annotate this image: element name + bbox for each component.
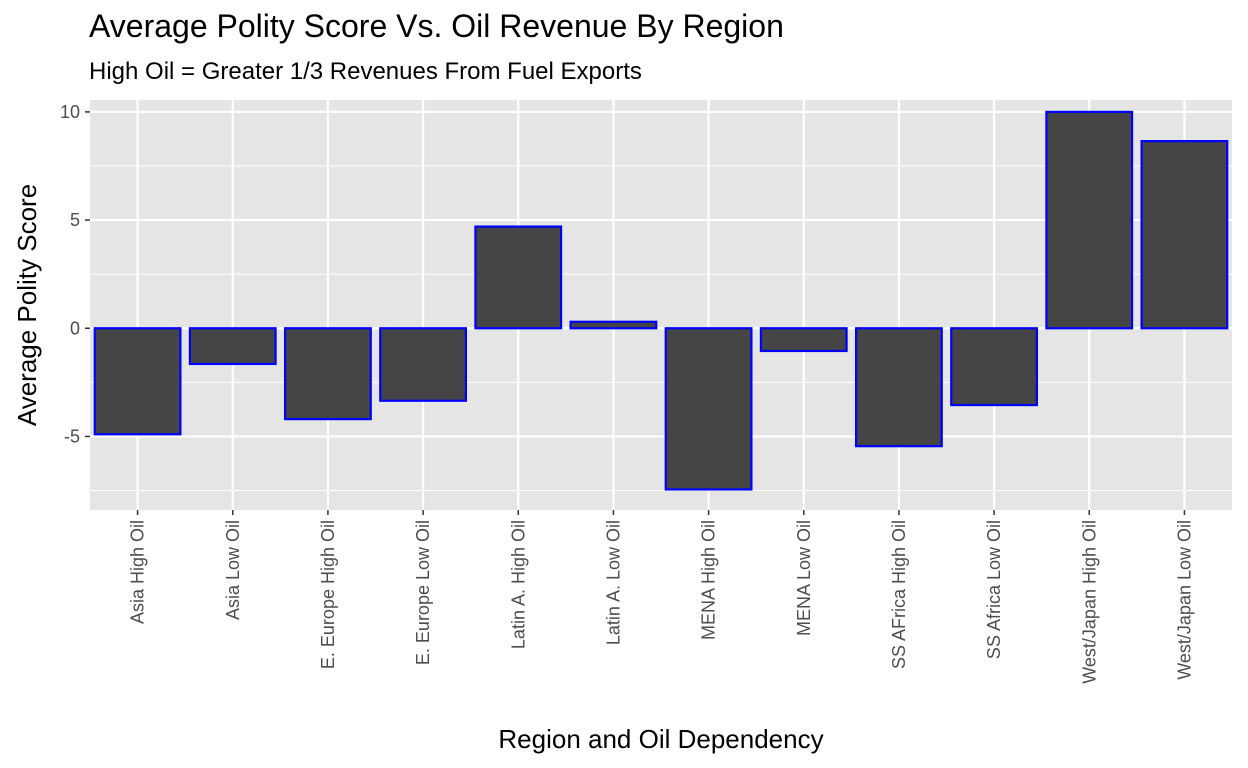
y-axis-title: Average Polity Score <box>12 184 42 426</box>
bar-layer <box>93 110 1229 491</box>
x-tick-label: SS Africa Low Oil <box>984 520 1004 659</box>
bar <box>1045 110 1134 330</box>
x-tick-label: Asia Low Oil <box>223 520 243 620</box>
x-tick-label: E. Europe High Oil <box>318 520 338 669</box>
grid-layer <box>90 100 1232 510</box>
y-tick-label: -5 <box>64 426 80 446</box>
bar <box>188 327 277 366</box>
x-tick-label: SS AFrica High Oil <box>889 520 909 669</box>
x-tick-label: Latin A. Low Oil <box>603 520 623 645</box>
x-tick-label: MENA Low Oil <box>794 520 814 636</box>
plot-panel <box>90 100 1232 510</box>
bar <box>93 327 182 436</box>
bar <box>474 225 563 330</box>
bar <box>1140 140 1229 330</box>
bar <box>283 327 372 421</box>
bar <box>759 327 848 353</box>
bar <box>664 327 753 491</box>
x-tick-label: Asia High Oil <box>128 520 148 624</box>
x-tick-label: E. Europe Low Oil <box>413 520 433 665</box>
bar <box>950 327 1039 407</box>
bar <box>569 320 658 330</box>
y-tick-label: 5 <box>70 210 80 230</box>
chart-title: Average Polity Score Vs. Oil Revenue By … <box>89 8 784 44</box>
chart-subtitle: High Oil = Greater 1/3 Revenues From Fue… <box>89 58 642 85</box>
bar <box>854 327 943 448</box>
axis-layer: -5 0 5 10 Asia High Oil Asia Low Oil E. Europe… <box>60 102 1194 684</box>
y-tick-label: 10 <box>60 102 80 122</box>
bar <box>379 327 468 402</box>
y-tick-label: 0 <box>70 318 80 338</box>
x-tick-label: West/Japan Low Oil <box>1174 520 1194 680</box>
x-tick-label: MENA High Oil <box>699 520 719 640</box>
x-tick-label: West/Japan High Oil <box>1079 520 1099 684</box>
x-axis-title: Region and Oil Dependency <box>498 724 823 754</box>
x-tick-label: Latin A. High Oil <box>508 520 528 649</box>
